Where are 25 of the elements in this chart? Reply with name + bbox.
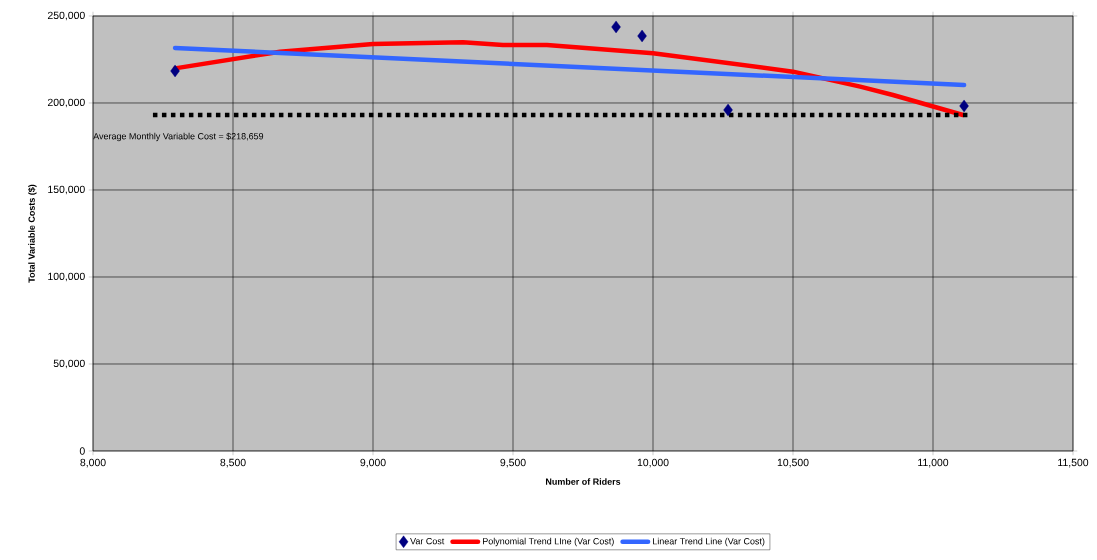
legend-label: Polynomial Trend LIne (Var Cost) bbox=[483, 537, 614, 547]
point bbox=[723, 103, 733, 117]
x-tick-label: 10,500 bbox=[777, 458, 809, 468]
point bbox=[611, 20, 621, 34]
legend-label: Linear Trend Line (Var Cost) bbox=[653, 537, 765, 547]
y-tick-label: 0 bbox=[79, 447, 85, 455]
annotation: Average Monthly Variable Cost = $218,659 bbox=[93, 132, 264, 142]
x-tick-label: 9,500 bbox=[500, 458, 526, 468]
legend-label: Var Cost bbox=[410, 537, 445, 545]
x-tick-label: 9,000 bbox=[360, 458, 386, 468]
x-axis-title: Number of Riders bbox=[545, 478, 621, 485]
y-tick-label: 250,000 bbox=[47, 11, 85, 21]
point bbox=[170, 64, 180, 78]
y-tick-label: 200,000 bbox=[47, 98, 85, 108]
x-tick-label: 11,000 bbox=[918, 458, 949, 468]
y-axis-title: Total Variable Costs ($) bbox=[28, 184, 37, 283]
point bbox=[959, 99, 969, 113]
y-tick-label: 150,000 bbox=[48, 185, 85, 195]
point bbox=[637, 29, 647, 43]
y-tick-label: 50,000 bbox=[53, 359, 85, 369]
x-tick-label: 8,500 bbox=[220, 458, 246, 468]
x-tick-label: 8,000 bbox=[80, 458, 106, 468]
y-tick-label: 100,000 bbox=[48, 272, 85, 282]
x-tick-label: 11,500 bbox=[1058, 458, 1089, 468]
x-tick-label: 10,000 bbox=[637, 458, 669, 468]
